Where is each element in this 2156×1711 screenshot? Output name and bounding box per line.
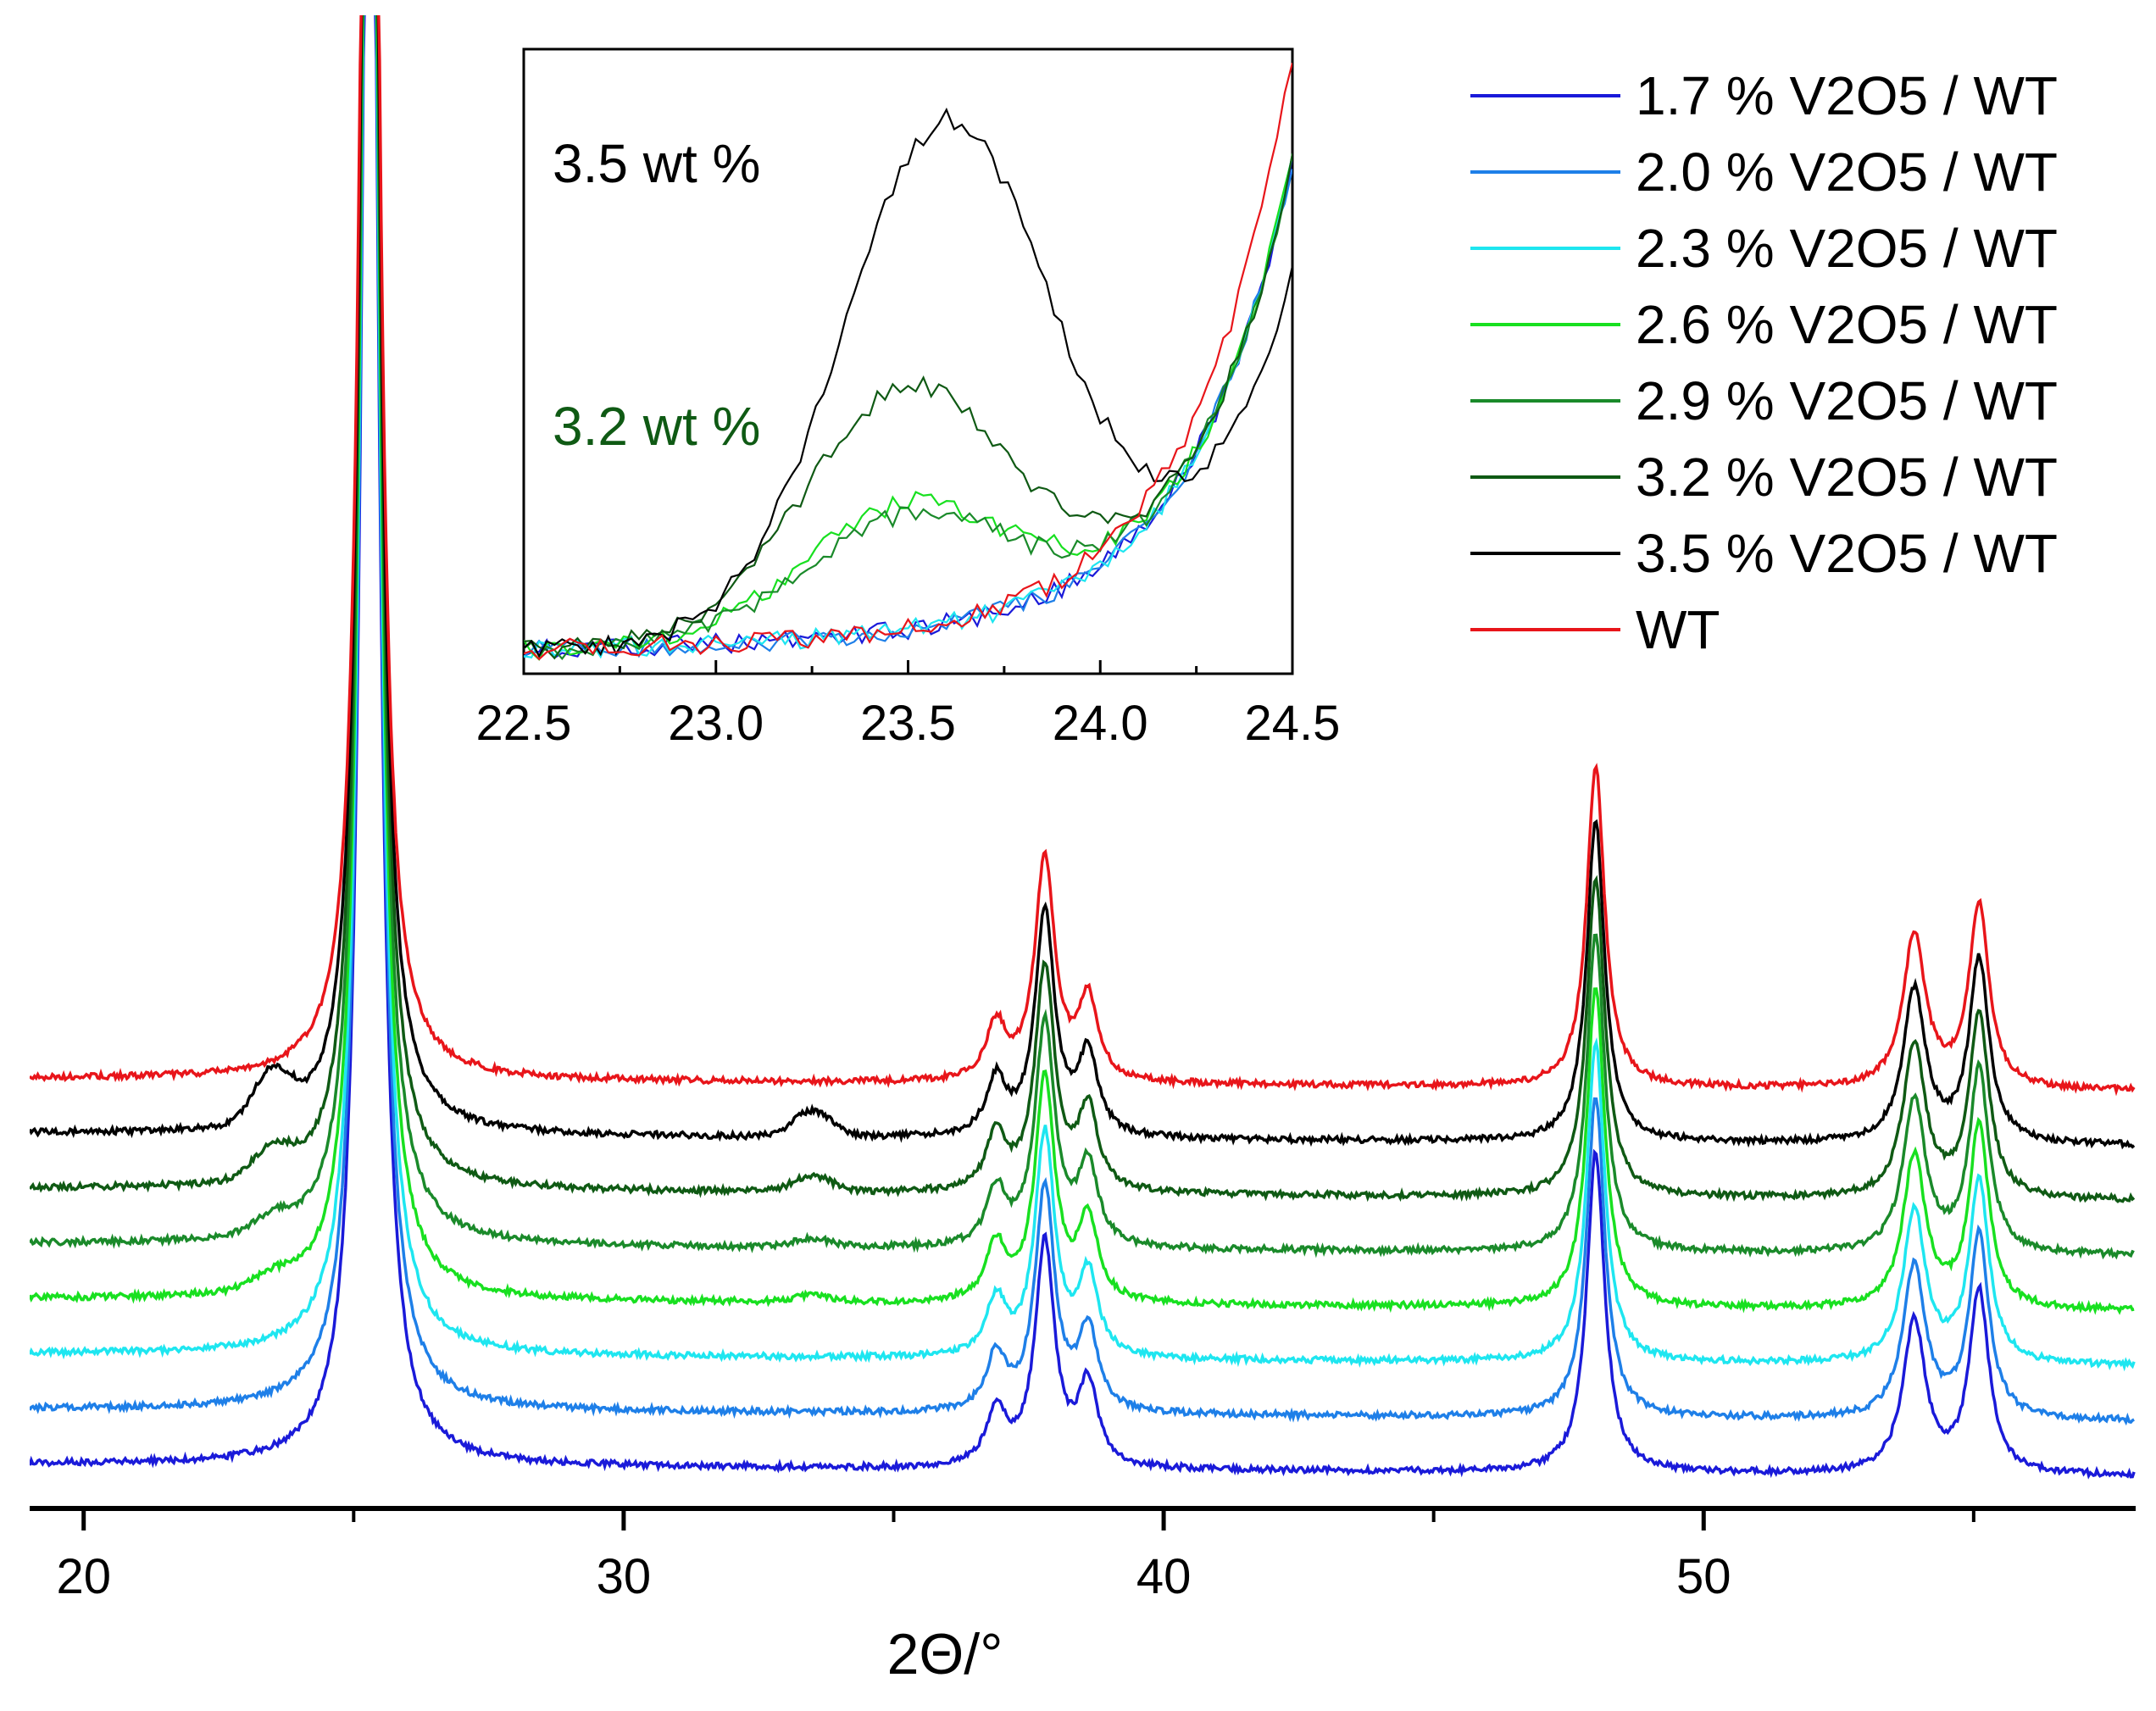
legend-label: 2.3 % V2O5 / WT	[1636, 218, 2058, 279]
legend-label: 3.2 % V2O5 / WT	[1636, 447, 2058, 508]
inset-x-tick-label: 24.0	[1053, 696, 1148, 751]
inset-x-tick-label: 22.5	[476, 696, 572, 751]
x-tick-label: 50	[1676, 1549, 1731, 1604]
inset-x-tick-label: 23.0	[668, 696, 764, 751]
legend: 1.7 % V2O5 / WT 2.0 % V2O5 / WT 2.3 % V2O5…	[1470, 65, 2058, 660]
inset-x-tick-label: 23.5	[860, 696, 956, 751]
inset-annotation-3-2: 3.2 wt %	[553, 396, 760, 457]
inset-plot: 3.5 wt % 3.2 wt % 22.5 23.0 23.5 24.0 24.5	[476, 47, 1341, 751]
x-tick-label: 30	[597, 1549, 652, 1604]
x-tick-label: 20	[56, 1549, 111, 1604]
inset-series-line	[524, 107, 1292, 658]
inset-lines	[524, 62, 1292, 661]
legend-label: 2.0 % V2O5 / WT	[1636, 142, 2058, 203]
main-series-line	[30, 15, 2136, 1097]
legend-label: WT	[1636, 599, 1720, 660]
legend-label: 1.7 % V2O5 / WT	[1636, 65, 2058, 126]
inset-x-tick-label: 24.5	[1245, 696, 1341, 751]
inset-series-line	[524, 153, 1292, 661]
inset-series-line	[524, 155, 1292, 659]
legend-label: 2.9 % V2O5 / WT	[1636, 370, 2058, 431]
x-axis-title: 2Θ/°	[887, 1622, 1003, 1686]
inset-annotation-3-5: 3.5 wt %	[553, 133, 760, 194]
main-x-axis: 2Θ/° 20 30 40 50	[30, 1506, 2136, 1686]
x-tick-label: 40	[1136, 1549, 1192, 1604]
legend-label: 3.5 % V2O5 / WT	[1636, 523, 2058, 584]
inset-series-line	[524, 62, 1292, 661]
main-plot	[30, 15, 2136, 1480]
legend-label: 2.6 % V2O5 / WT	[1636, 294, 2058, 355]
